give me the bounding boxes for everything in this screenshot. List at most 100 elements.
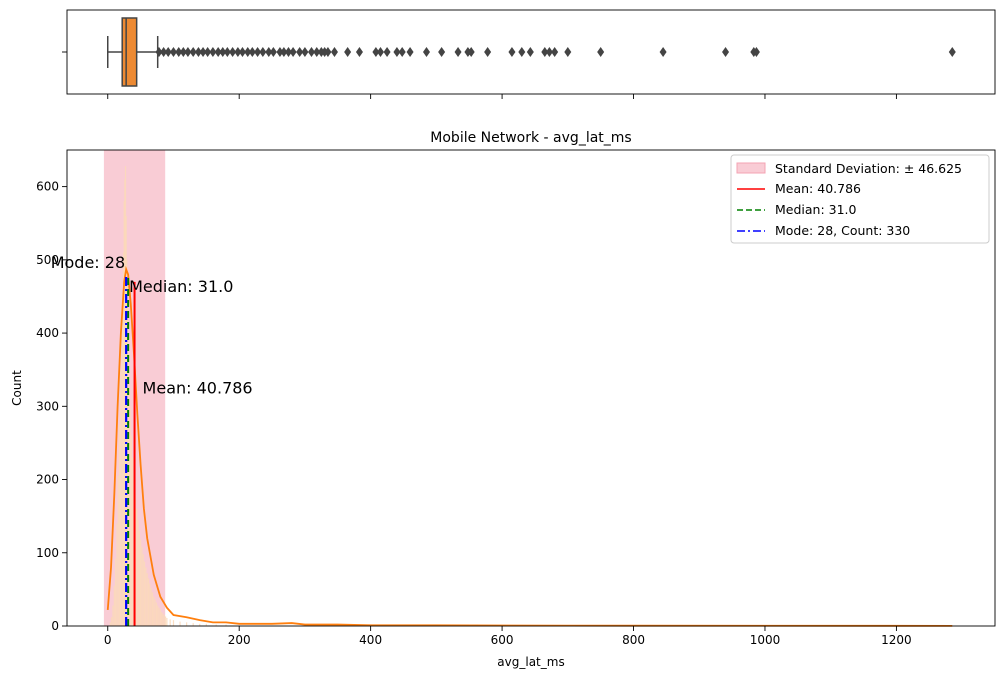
histogram-bar bbox=[115, 558, 117, 626]
box-outlier-marker bbox=[248, 47, 256, 57]
histogram-bar bbox=[129, 406, 131, 626]
kde-curve bbox=[106, 265, 953, 627]
histogram-yticks: 0 100 200 300 400 500 600 bbox=[36, 180, 67, 633]
histogram-xtick-label: 1000 bbox=[750, 633, 781, 647]
histogram-xticks: 0 200 400 600 800 1000 1200 bbox=[104, 626, 912, 647]
box-outlier-marker bbox=[752, 47, 760, 57]
box-outlier-marker bbox=[160, 47, 168, 57]
histogram-ytick-label: 0 bbox=[51, 619, 59, 633]
histogram-bar bbox=[123, 201, 125, 626]
box-outlier-marker bbox=[214, 47, 222, 57]
box-outlier-marker bbox=[376, 47, 384, 57]
histogram-bar bbox=[141, 546, 143, 626]
histogram-bar bbox=[146, 573, 148, 626]
histogram-bar bbox=[179, 621, 181, 626]
histogram-bar bbox=[215, 624, 217, 626]
histogram-bar bbox=[205, 623, 207, 626]
box-outlier-marker bbox=[265, 47, 273, 57]
box-iqr bbox=[121, 17, 138, 87]
histogram-bar bbox=[143, 561, 146, 626]
histogram-bar bbox=[186, 622, 188, 626]
histogram-bar bbox=[132, 457, 134, 626]
legend-mean-label: Mean: 40.786 bbox=[775, 181, 861, 196]
box-outlier-marker bbox=[259, 47, 267, 57]
box-outlier-marker bbox=[244, 47, 252, 57]
histogram-bar bbox=[151, 592, 154, 626]
histogram-xtick-label: 200 bbox=[228, 633, 251, 647]
box-outlier-marker bbox=[301, 47, 309, 57]
histogram-ytick-label: 400 bbox=[36, 326, 59, 340]
box-outlier-marker bbox=[372, 47, 380, 57]
box-outlier-marker bbox=[344, 47, 352, 57]
histogram-bar bbox=[116, 523, 118, 626]
box-outlier-marker bbox=[518, 47, 526, 57]
histogram-bar bbox=[121, 311, 123, 626]
histogram-bar bbox=[137, 519, 139, 626]
histogram-bar bbox=[159, 609, 161, 626]
histogram-bar bbox=[147, 578, 150, 626]
box-outlier-marker bbox=[948, 47, 956, 57]
histogram-bar bbox=[225, 624, 227, 626]
legend-std-label: Standard Deviation: ± 46.625 bbox=[775, 161, 962, 176]
stat-lines-layer bbox=[125, 275, 136, 626]
legend: Standard Deviation: ± 46.625 Mean: 40.78… bbox=[730, 154, 990, 244]
box-outlier-marker bbox=[189, 47, 197, 57]
box-outlier-marker bbox=[722, 47, 730, 57]
box-outlier-marker bbox=[467, 47, 475, 57]
histogram-bar bbox=[162, 613, 164, 626]
histogram-bar bbox=[111, 617, 113, 626]
box-outlier-marker bbox=[223, 47, 231, 57]
box-outlier-marker bbox=[199, 47, 207, 57]
box-outlier-marker bbox=[564, 47, 572, 57]
box-outlier-marker bbox=[484, 47, 492, 57]
box-outlier-marker bbox=[393, 47, 401, 57]
box-outlier-marker bbox=[238, 47, 246, 57]
histogram-xtick-label: 600 bbox=[491, 633, 514, 647]
histogram-axes-frame bbox=[66, 149, 996, 627]
box-outlier-marker bbox=[508, 47, 516, 57]
legend-frame bbox=[730, 154, 990, 244]
histogram-panel: Mobile Network - avg_lat_ms Mode: 28Medi… bbox=[10, 130, 996, 669]
box-outlier-marker bbox=[289, 47, 297, 57]
stat-annotation: Mode: 28 bbox=[51, 253, 125, 272]
box-outlier-marker bbox=[545, 47, 553, 57]
histogram-bar bbox=[113, 585, 115, 626]
histogram-bar bbox=[150, 587, 152, 626]
box-outlier-marker bbox=[276, 47, 284, 57]
stat-annotation: Mean: 40.786 bbox=[143, 378, 253, 397]
histogram-xtick-label: 800 bbox=[622, 633, 645, 647]
box-outlier-marker bbox=[398, 47, 406, 57]
box-outlier-marker bbox=[423, 47, 431, 57]
box-outlier-marker bbox=[194, 47, 202, 57]
histogram-bar bbox=[118, 424, 121, 626]
chart-title: Mobile Network - avg_lat_ms bbox=[430, 130, 631, 146]
box-outlier-marker bbox=[597, 47, 605, 57]
stat-annotation: Median: 31.0 bbox=[129, 277, 233, 296]
histogram-ytick-label: 600 bbox=[36, 180, 59, 194]
box-outlier-marker bbox=[526, 47, 534, 57]
histogram-bar bbox=[163, 615, 165, 626]
box-outlier-marker bbox=[330, 47, 338, 57]
box-outlier-marker bbox=[179, 47, 187, 57]
histogram-bar bbox=[145, 567, 147, 626]
box-outlier-marker bbox=[219, 47, 227, 57]
boxplot-elements bbox=[106, 17, 956, 87]
x-axis-label: avg_lat_ms bbox=[497, 655, 564, 669]
histogram-ytick-label: 200 bbox=[36, 473, 59, 487]
box-outlier-marker bbox=[383, 47, 391, 57]
histogram-bar bbox=[169, 619, 171, 626]
box-outlier-marker bbox=[406, 47, 414, 57]
histogram-bar bbox=[124, 179, 126, 627]
box-outlier-marker bbox=[551, 47, 559, 57]
histogram-bar bbox=[128, 347, 130, 626]
histogram-bar bbox=[130, 435, 133, 626]
histogram-bar bbox=[140, 539, 142, 626]
histogram-xtick-label: 1200 bbox=[881, 633, 912, 647]
histogram-bar bbox=[172, 620, 175, 626]
box-outlier-marker bbox=[280, 47, 288, 57]
box-outlier-marker bbox=[296, 47, 304, 57]
box-outlier-marker bbox=[175, 47, 183, 57]
legend-median-label: Median: 31.0 bbox=[775, 202, 857, 217]
